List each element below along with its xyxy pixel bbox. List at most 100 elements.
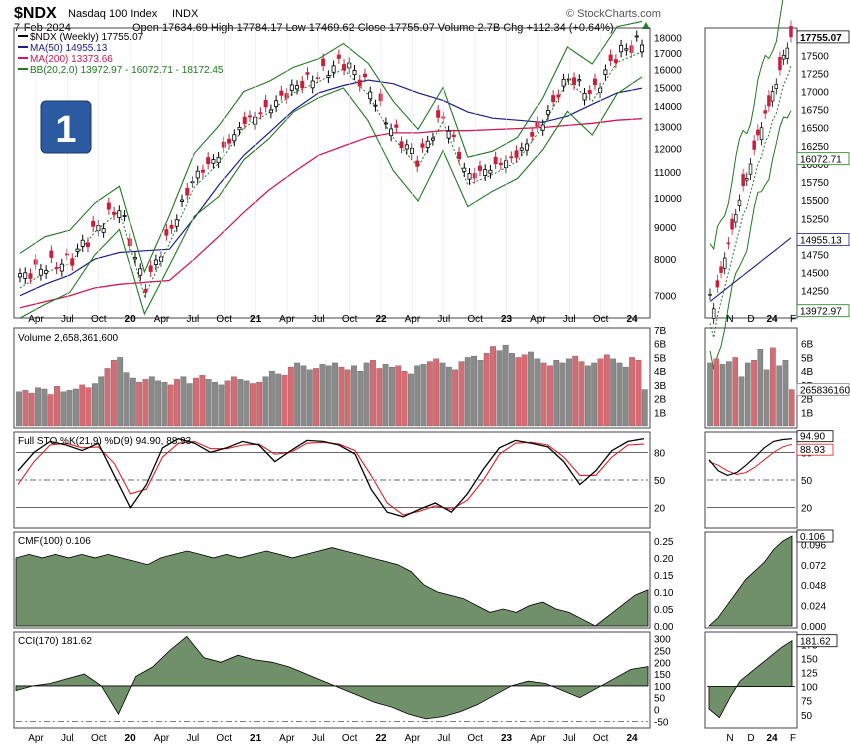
price-candle-body	[399, 141, 404, 149]
inset-price-y-tick-label: 17500	[801, 51, 829, 62]
inset-sto-y-tick-label: 20	[801, 504, 813, 515]
price-candle-body	[242, 116, 247, 125]
price-x-tick-label: Oct	[216, 314, 232, 325]
price-candle-body	[472, 173, 477, 179]
volume-bar	[464, 357, 471, 427]
volume-bar	[22, 390, 29, 427]
price-candle-body	[535, 121, 540, 128]
price-candle-body	[263, 99, 268, 108]
bottom-x-tick-label: Oct	[593, 733, 609, 744]
volume-bar	[66, 390, 73, 427]
volume-bar	[635, 360, 642, 427]
volume-bar	[275, 373, 282, 427]
price-candle-body	[232, 134, 237, 142]
inset-cci-frame	[704, 631, 798, 729]
volume-bar	[452, 369, 459, 427]
price-y-tick-label: 15000	[654, 83, 682, 94]
volume-bar	[85, 387, 92, 427]
price-candle-body	[315, 77, 320, 80]
price-candle-body	[326, 75, 331, 78]
inset-price-y-tick-label: 14750	[801, 250, 829, 261]
inset-candle-body	[770, 91, 775, 102]
sto-y-tick-label: 50	[654, 476, 666, 487]
inset-price-tag: 13972.97	[800, 307, 842, 318]
price-candle-body	[477, 165, 482, 171]
volume-bar	[622, 366, 629, 427]
volume-bar	[610, 358, 617, 427]
volume-bar	[224, 380, 231, 427]
inset-ma50-line	[709, 237, 792, 302]
inset-price-tag-box	[796, 304, 850, 318]
price-candle-body	[305, 72, 310, 75]
volume-y-tick-label: 2B	[654, 395, 667, 406]
volume-bar	[129, 377, 136, 427]
price-candle-body	[295, 85, 300, 90]
price-candle-body	[33, 259, 38, 265]
volume-bar	[231, 376, 237, 427]
inset-candle-body	[734, 214, 738, 223]
volume-bar	[79, 384, 86, 427]
volume-bar	[287, 366, 294, 427]
price-candle-body	[127, 238, 132, 247]
inset-volume-y-tick-label: 4B	[801, 367, 814, 378]
volume-bar	[136, 381, 143, 427]
price-candle-body	[373, 104, 378, 107]
price-y-tick-label: 8000	[654, 255, 677, 266]
price-candle-body	[85, 242, 90, 248]
price-candle-body	[608, 54, 613, 61]
price-candle-body	[446, 130, 451, 139]
up-arrow-icon	[642, 22, 650, 29]
price-y-tick-label: 9000	[654, 223, 677, 234]
volume-bar	[338, 366, 345, 427]
volume-bar	[382, 364, 389, 427]
price-candle-body	[300, 81, 305, 89]
inset-cci-tag: 181.62	[800, 637, 831, 648]
cci-y-tick-label: 150	[654, 670, 671, 681]
inset-cci-y-tick-label: 75	[801, 697, 813, 708]
bottom-x-tick-label: Jul	[61, 733, 74, 744]
bottom-x-tick-label: Jul	[312, 733, 325, 744]
volume-bar	[205, 379, 212, 427]
volume-bar	[98, 376, 105, 427]
bottom-x-tick-label: Apr	[154, 733, 170, 744]
inset-candle-body	[719, 266, 723, 273]
price-candle-body	[582, 93, 587, 101]
price-x-tick-label: Apr	[530, 314, 546, 325]
price-candle-body	[148, 265, 153, 272]
volume-bar	[376, 368, 383, 427]
volume-y-tick-label: 4B	[654, 367, 667, 378]
price-candle-body	[556, 94, 561, 98]
price-candle-body	[540, 124, 545, 131]
volume-bar	[60, 391, 67, 427]
price-candle-body	[457, 151, 462, 160]
price-candle-body	[629, 45, 634, 53]
price-candle-body	[347, 62, 352, 69]
inset-bottom-x-tick-label: D	[747, 733, 754, 744]
price-y-tick-label: 12000	[654, 144, 682, 155]
cmf-y-tick-label: 0.15	[654, 571, 674, 582]
volume-bar	[218, 384, 225, 427]
volume-bar	[294, 362, 301, 427]
inset-volume-bar	[732, 357, 738, 427]
price-candle-body	[389, 128, 394, 137]
cmf-y-tick-label: 0.20	[654, 554, 674, 565]
bottom-x-tick-label: Apr	[28, 733, 44, 744]
volume-bar	[281, 375, 288, 427]
price-candle-body	[430, 137, 435, 141]
inset-cmf-y-tick-label: 0.024	[801, 602, 826, 613]
cci-area	[15, 635, 649, 720]
price-candle-body	[415, 160, 420, 167]
cmf-title: CMF(100) 0.106	[18, 536, 91, 547]
volume-panel-frame	[13, 327, 651, 429]
bottom-x-tick-label: Oct	[467, 733, 483, 744]
volume-bar	[553, 360, 560, 427]
volume-bar	[332, 362, 338, 427]
bottom-x-tick-label: 24	[626, 733, 638, 744]
price-candle-body	[420, 143, 425, 148]
volume-bar	[243, 380, 250, 427]
price-candle-body	[28, 273, 33, 279]
inset-candle-body	[726, 242, 731, 245]
price-candle-body	[336, 54, 341, 59]
volume-bar	[357, 370, 364, 427]
